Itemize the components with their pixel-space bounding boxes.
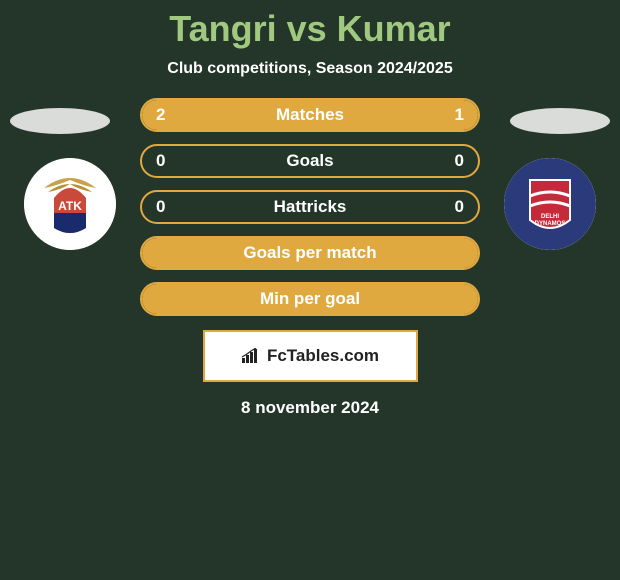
stat-bars: 2 Matches 1 0 Goals 0 0 Hattricks 0 Goal… (140, 98, 480, 316)
date-text: 8 november 2024 (0, 398, 620, 418)
shadow-ellipse-left (10, 108, 110, 134)
stat-row-min-per-goal: Min per goal (140, 282, 480, 316)
stat-value-right: 0 (455, 197, 464, 217)
stat-row-matches: 2 Matches 1 (140, 98, 480, 132)
page-subtitle: Club competitions, Season 2024/2025 (0, 60, 620, 78)
watermark-box: FcTables.com (203, 330, 418, 382)
stat-label: Min per goal (142, 289, 478, 309)
stat-row-hattricks: 0 Hattricks 0 (140, 190, 480, 224)
shadow-ellipse-right (510, 108, 610, 134)
stat-label: Hattricks (142, 197, 478, 217)
stat-value-right: 1 (455, 105, 464, 125)
team-badge-right: DELHI DYNAMOS (504, 158, 596, 250)
stat-row-goals: 0 Goals 0 (140, 144, 480, 178)
svg-text:ATK: ATK (58, 199, 82, 213)
stat-row-goals-per-match: Goals per match (140, 236, 480, 270)
bar-chart-icon (241, 348, 261, 364)
stat-label: Goals per match (142, 243, 478, 263)
atk-logo-icon: ATK (24, 158, 116, 250)
page-title: Tangri vs Kumar (0, 0, 620, 50)
stat-label: Matches (142, 105, 478, 125)
stat-label: Goals (142, 151, 478, 171)
svg-text:DYNAMOS: DYNAMOS (535, 221, 566, 227)
team-badge-left: ATK (24, 158, 116, 250)
watermark-text: FcTables.com (267, 346, 379, 366)
comparison-stage: ATK DELHI DYNAMOS 2 Matches 1 0 Goals 0 (0, 98, 620, 418)
svg-text:DELHI: DELHI (541, 214, 559, 220)
stat-value-right: 0 (455, 151, 464, 171)
delhi-dynamos-logo-icon: DELHI DYNAMOS (504, 158, 596, 250)
